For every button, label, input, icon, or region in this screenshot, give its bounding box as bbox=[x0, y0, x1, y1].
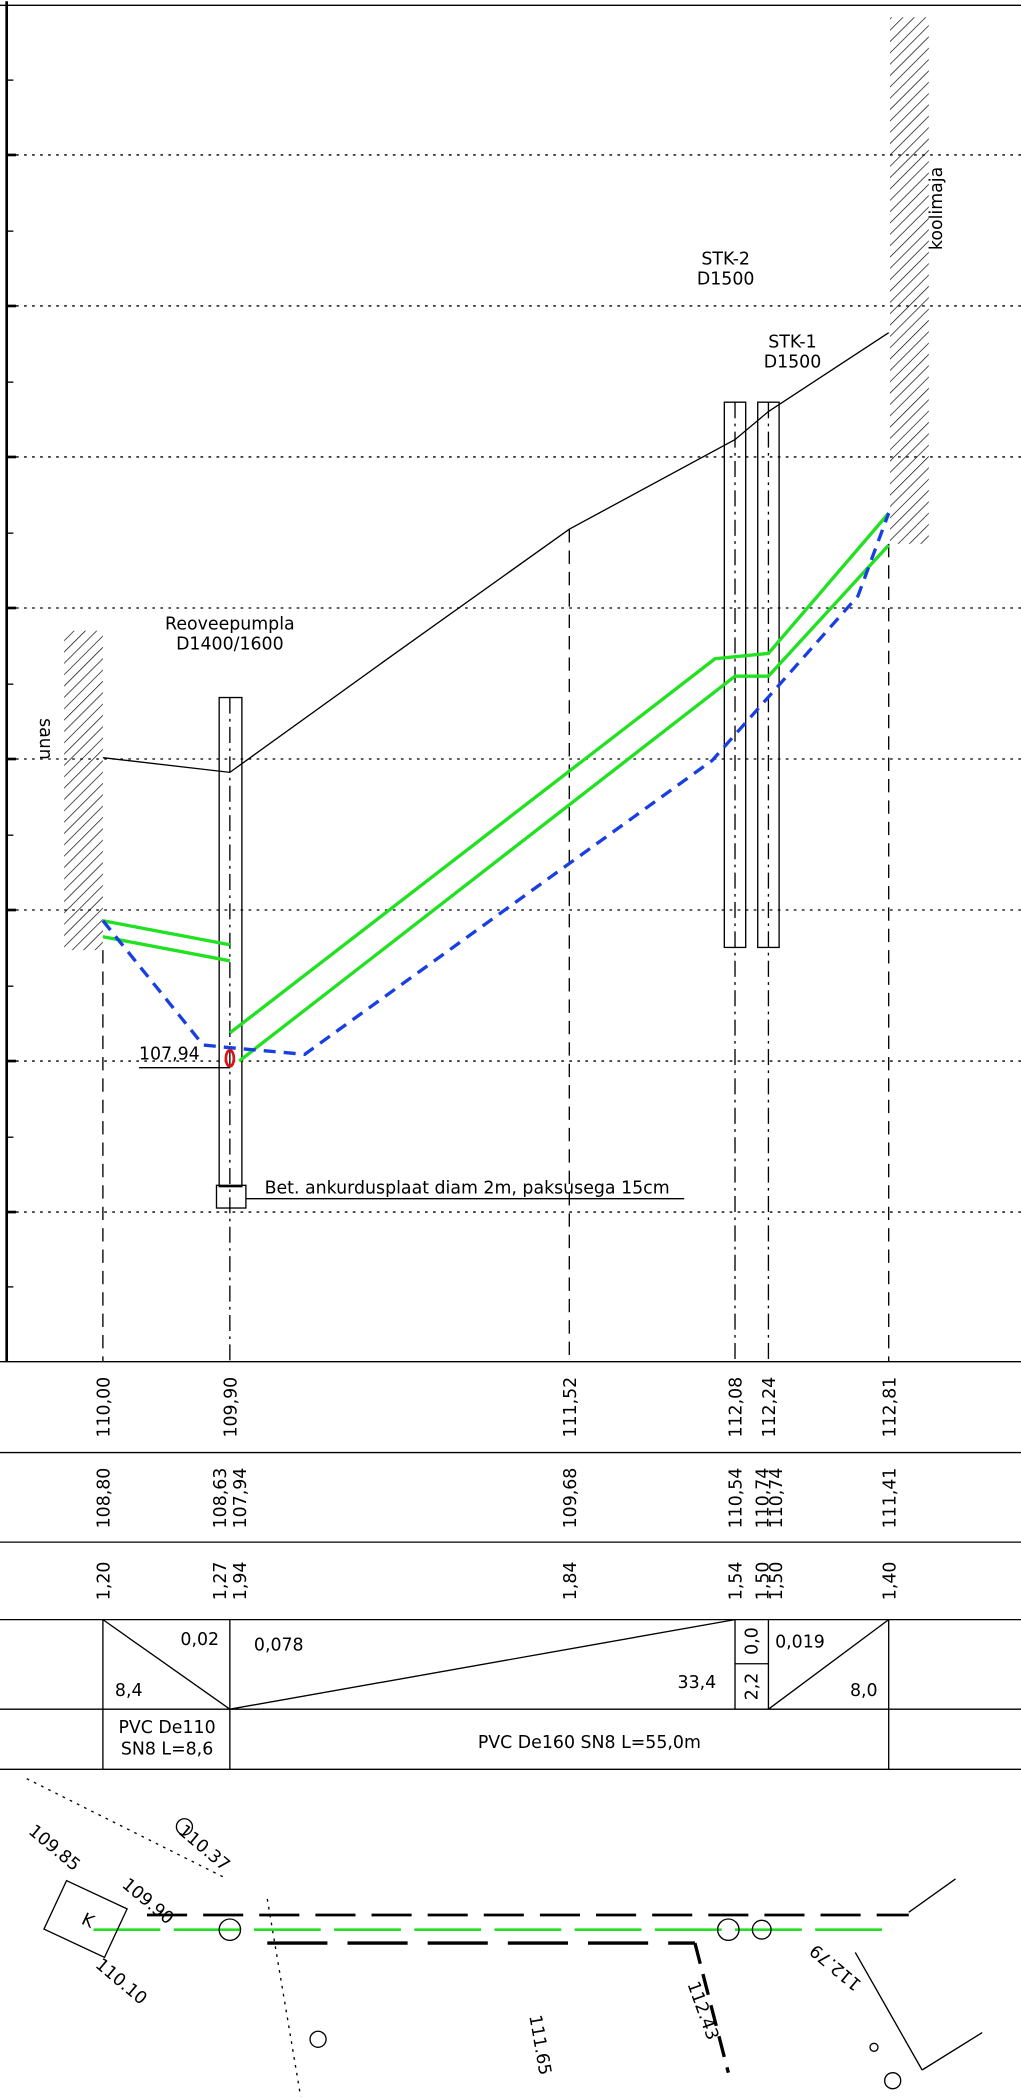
cell: PVC De160 SN8 L=55,0m bbox=[478, 1733, 701, 1753]
cell: 108,80 bbox=[95, 1468, 115, 1529]
cell: 108,63 bbox=[211, 1468, 231, 1529]
water-line bbox=[101, 512, 891, 1057]
cell: 112,08 bbox=[727, 1377, 747, 1438]
cell: 1,40 bbox=[880, 1562, 900, 1601]
plan-label: 112.79 bbox=[806, 1940, 865, 1994]
table-lines bbox=[0, 1361, 1021, 1770]
label: Reoveepumpla bbox=[165, 614, 295, 634]
pipe bbox=[102, 935, 231, 963]
cell: 1,84 bbox=[561, 1562, 581, 1601]
frame bbox=[0, 1, 1021, 1362]
cell: 1,94 bbox=[231, 1562, 251, 1601]
cell: 112,24 bbox=[760, 1377, 780, 1438]
plan bbox=[26, 1778, 983, 2097]
verticals bbox=[102, 402, 890, 1362]
plan-label: 110.37 bbox=[174, 1821, 233, 1875]
cell: 33,4 bbox=[678, 1673, 717, 1693]
ground-line bbox=[102, 332, 890, 774]
cell: 1,50 bbox=[753, 1562, 773, 1601]
label: STK-2 bbox=[701, 250, 750, 270]
cell: 0,078 bbox=[254, 1635, 304, 1655]
label: D1400/1600 bbox=[176, 634, 284, 654]
pipe bbox=[102, 919, 231, 947]
cell: 110,00 bbox=[95, 1377, 115, 1438]
label: D1500 bbox=[764, 352, 822, 372]
cell: 1,50 bbox=[767, 1562, 787, 1601]
cell: 0,019 bbox=[775, 1633, 825, 1653]
wall-saun bbox=[64, 630, 103, 951]
label: koolimaja bbox=[927, 167, 947, 250]
plan-label: 110.10 bbox=[91, 1955, 150, 2009]
cell: 112,81 bbox=[880, 1377, 900, 1438]
label: saun bbox=[35, 718, 55, 760]
cell: 1,27 bbox=[211, 1562, 231, 1601]
cell: 110,74 bbox=[767, 1468, 787, 1529]
label: STK-1 bbox=[768, 332, 817, 352]
cell: 0,02 bbox=[180, 1630, 219, 1650]
cell: 109,90 bbox=[222, 1377, 242, 1438]
pipe bbox=[238, 544, 890, 1063]
cell: PVC De110 bbox=[118, 1718, 215, 1738]
cell: 109,68 bbox=[561, 1468, 581, 1529]
cell: 110,54 bbox=[727, 1468, 747, 1529]
cell: 2,2 bbox=[743, 1673, 763, 1701]
label: Bet. ankurdusplaat diam 2m, paksusega 15… bbox=[265, 1178, 670, 1198]
anchor-plate bbox=[215, 1184, 247, 1209]
cell: 111,41 bbox=[880, 1468, 900, 1529]
cell: 1,20 bbox=[95, 1562, 115, 1601]
plan-label: 112.43 bbox=[683, 1979, 723, 2043]
plan-label: 109.85 bbox=[24, 1821, 83, 1875]
cell: SN8 L=8,6 bbox=[121, 1740, 213, 1760]
cell: 1,54 bbox=[727, 1562, 747, 1601]
wall-koolimaja bbox=[890, 17, 929, 544]
cell: 8,4 bbox=[115, 1681, 143, 1701]
pipe bbox=[228, 512, 890, 1035]
cell: 107,94 bbox=[231, 1468, 251, 1529]
cell: 0,0 bbox=[743, 1627, 763, 1655]
plan-label: 109.90 bbox=[118, 1875, 177, 1929]
cell: 8,0 bbox=[850, 1681, 878, 1701]
marker bbox=[224, 1049, 236, 1068]
label: 107,94 bbox=[139, 1045, 200, 1065]
plan-label: 111.65 bbox=[524, 2013, 554, 2076]
cell: 110,74 bbox=[753, 1468, 773, 1529]
label: D1500 bbox=[697, 270, 755, 290]
cell: 111,52 bbox=[561, 1377, 581, 1438]
